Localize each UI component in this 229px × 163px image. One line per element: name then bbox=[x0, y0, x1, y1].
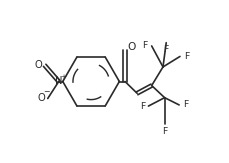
Text: F: F bbox=[143, 41, 148, 50]
Text: N: N bbox=[55, 76, 63, 86]
Text: −: − bbox=[43, 87, 49, 96]
Text: F: F bbox=[184, 52, 189, 61]
Text: F: F bbox=[140, 102, 145, 111]
Text: O: O bbox=[127, 42, 135, 52]
Text: +: + bbox=[60, 74, 66, 80]
Text: O: O bbox=[35, 59, 42, 70]
Text: F: F bbox=[183, 100, 188, 109]
Text: F: F bbox=[162, 127, 167, 136]
Text: F: F bbox=[164, 45, 169, 54]
Text: O: O bbox=[38, 93, 46, 103]
